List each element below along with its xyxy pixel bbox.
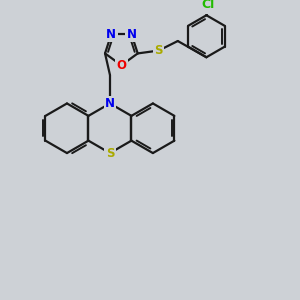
Text: N: N — [127, 28, 136, 41]
Text: N: N — [105, 97, 115, 110]
Text: S: S — [154, 44, 163, 57]
Text: Cl: Cl — [202, 0, 215, 11]
Text: N: N — [106, 28, 116, 41]
Text: O: O — [116, 59, 126, 72]
Text: S: S — [106, 147, 114, 160]
